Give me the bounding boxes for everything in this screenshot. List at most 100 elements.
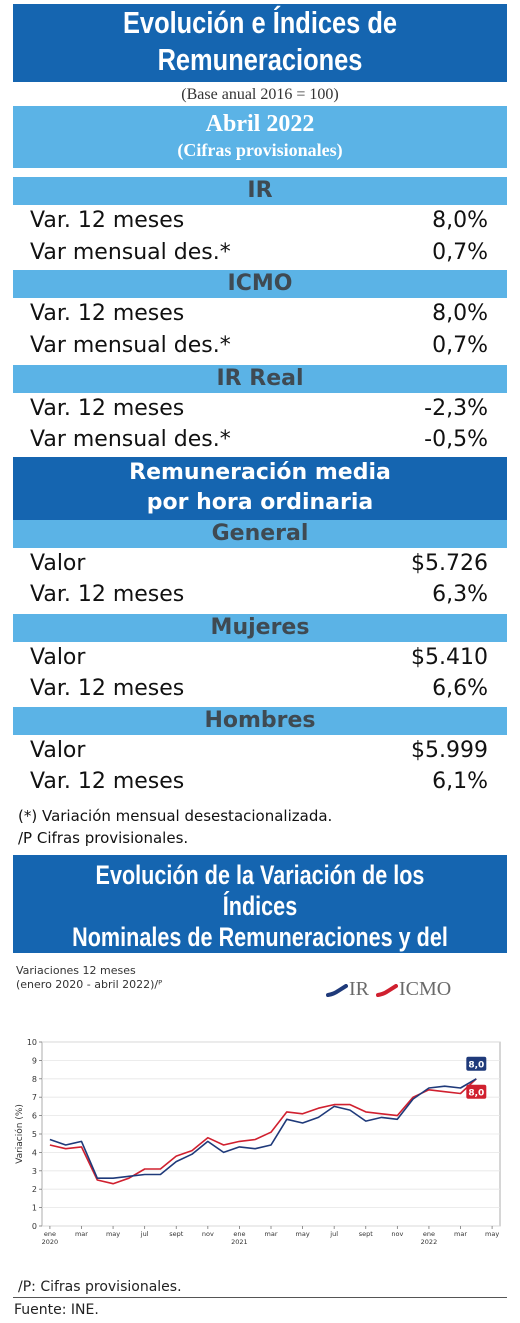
row-label: Valor [30,738,86,763]
x-tick-label: mar [75,1230,88,1238]
y-tick-label: 2 [32,1185,37,1194]
x-tick-label: may [296,1230,310,1238]
row-value: $5.726 [411,551,488,576]
x-tick-year-label: 2020 [42,1238,59,1246]
legend-icmo-swatch-icon [376,984,398,997]
footnote-provisionales: /P Cifras provisionales. [18,829,189,847]
end-label-ir: 8,0 [468,1060,484,1070]
x-tick-label: ene [233,1230,245,1238]
section-header-mujeres: Mujeres [13,614,507,642]
hombres-row-valor: Valor $5.999 [30,736,488,766]
row-label: Var. 12 meses [30,769,185,794]
row-value: 6,1% [432,769,488,794]
y-tick-label: 1 [32,1204,37,1213]
chart-subtitle-line1: Variaciones 12 meses [16,964,136,977]
row-label: Var. 12 meses [30,208,185,233]
series-line-icmo [49,1078,477,1185]
general-row-valor: Valor $5.726 [30,549,488,579]
row-label: Var mensual des.* [30,333,231,358]
x-tick-label: sept [169,1230,184,1238]
x-tick-label: may [485,1230,499,1238]
end-label-icmo: 8,0 [468,1088,484,1098]
x-tick-label: mar [454,1230,467,1238]
section-header-icmo: ICMO [13,270,507,298]
row-label: Var mensual des.* [30,427,231,452]
x-tick-year-label: 2022 [421,1238,438,1246]
main-title-banner: Evolución e Índices de Remuneraciones y … [13,4,507,114]
x-tick-label: nov [391,1230,403,1238]
end-label-box-icmo [466,1084,487,1099]
ir-row-varmensual: Var mensual des.* 0,7% [30,238,488,268]
hombres-row-var12: Var. 12 meses 6,1% [30,767,488,797]
general-row-var12: Var. 12 meses 6,3% [30,580,488,610]
ir-row-var12: Var. 12 meses 8,0% [30,206,488,236]
x-tick-label: mar [265,1230,278,1238]
chart-subtitle-line2: (enero 2020 - abril 2022)/ᴾ [16,978,163,991]
y-tick-label: 10 [27,1038,37,1047]
period-banner: Abril 2022 (Cifras provisionales) [13,106,507,168]
row-value: $5.410 [411,645,488,670]
y-tick-label: 4 [32,1148,37,1157]
chart-note: /P: Cifras provisionales. [18,1279,182,1295]
row-label: Var. 12 meses [30,676,185,701]
row-value: 0,7% [432,333,488,358]
row-label: Var mensual des.* [30,240,231,265]
section-header-ir-real: IR Real [13,365,507,393]
section-header-general: General [13,520,507,548]
y-tick-label: 6 [32,1112,37,1121]
base-note: (Base anual 2016 = 100) [181,86,339,103]
legend-icmo-label: ICMO [399,978,452,1000]
row-label: Var. 12 meses [30,301,185,326]
row-value: $5.999 [411,738,488,763]
x-tick-label: nov [202,1230,214,1238]
chart-section-title-line2: Nominales de Remuneraciones y del Costo [72,922,448,983]
legend-ir-swatch-icon [326,984,348,997]
row-label: Var. 12 meses [30,396,185,421]
mujeres-row-valor: Valor $5.410 [30,643,488,673]
row-label: Valor [30,645,86,670]
section-header-ir: IR [13,177,507,205]
x-tick-label: sept [359,1230,374,1238]
row-value: 8,0% [432,208,488,233]
x-tick-year-label: 2021 [231,1238,248,1246]
y-tick-label: 9 [32,1056,37,1065]
period-note: (Cifras provisionales) [177,140,343,160]
series-line-ir [49,1078,477,1179]
mujeres-row-var12: Var. 12 meses 6,6% [30,674,488,704]
row-label: Valor [30,551,86,576]
y-tick-label: 7 [32,1093,37,1102]
row-value: 6,6% [432,676,488,701]
section-header-remuneracion: Remuneración media por hora ordinaria [13,457,507,520]
x-tick-label: may [106,1230,120,1238]
row-value: 0,7% [432,240,488,265]
remuneracion-title-line2: por hora ordinaria [146,490,374,515]
chart-section-title-line1: Evolución de la Variación de los Índices [95,860,425,921]
period-label: Abril 2022 [205,111,315,137]
section-header-hombres: Hombres [13,707,507,735]
chart-legend: IR ICMO [322,978,472,1002]
x-tick-label: jul [329,1230,338,1238]
source-label: Fuente: INE. [14,1302,99,1318]
irreal-row-varmensual: Var mensual des.* -0,5% [30,425,488,455]
irreal-row-var12: Var. 12 meses -2,3% [30,394,488,424]
footnote-desestacionalizada: (*) Variación mensual desestacionalizada… [18,807,333,825]
y-tick-label: 0 [32,1222,37,1231]
source-divider [13,1297,507,1298]
row-label: Var. 12 meses [30,582,185,607]
legend-ir-label: IR [349,978,369,1000]
icmo-row-var12: Var. 12 meses 8,0% [30,299,488,329]
y-tick-label: 5 [32,1130,37,1139]
x-tick-label: jul [140,1230,149,1238]
y-tick-label: 3 [32,1167,37,1176]
y-tick-label: 8 [32,1075,37,1084]
chart-section-banner: Evolución de la Variación de los Índices… [13,855,507,1014]
row-value: -2,3% [424,396,488,421]
end-label-box-ir [466,1056,487,1071]
remuneracion-title-line1: Remuneración media [129,460,391,485]
icmo-row-varmensual: Var mensual des.* 0,7% [30,331,488,361]
row-value: 6,3% [432,582,488,607]
row-value: 8,0% [432,301,488,326]
x-tick-label: ene [44,1230,56,1238]
x-tick-label: ene [423,1230,435,1238]
